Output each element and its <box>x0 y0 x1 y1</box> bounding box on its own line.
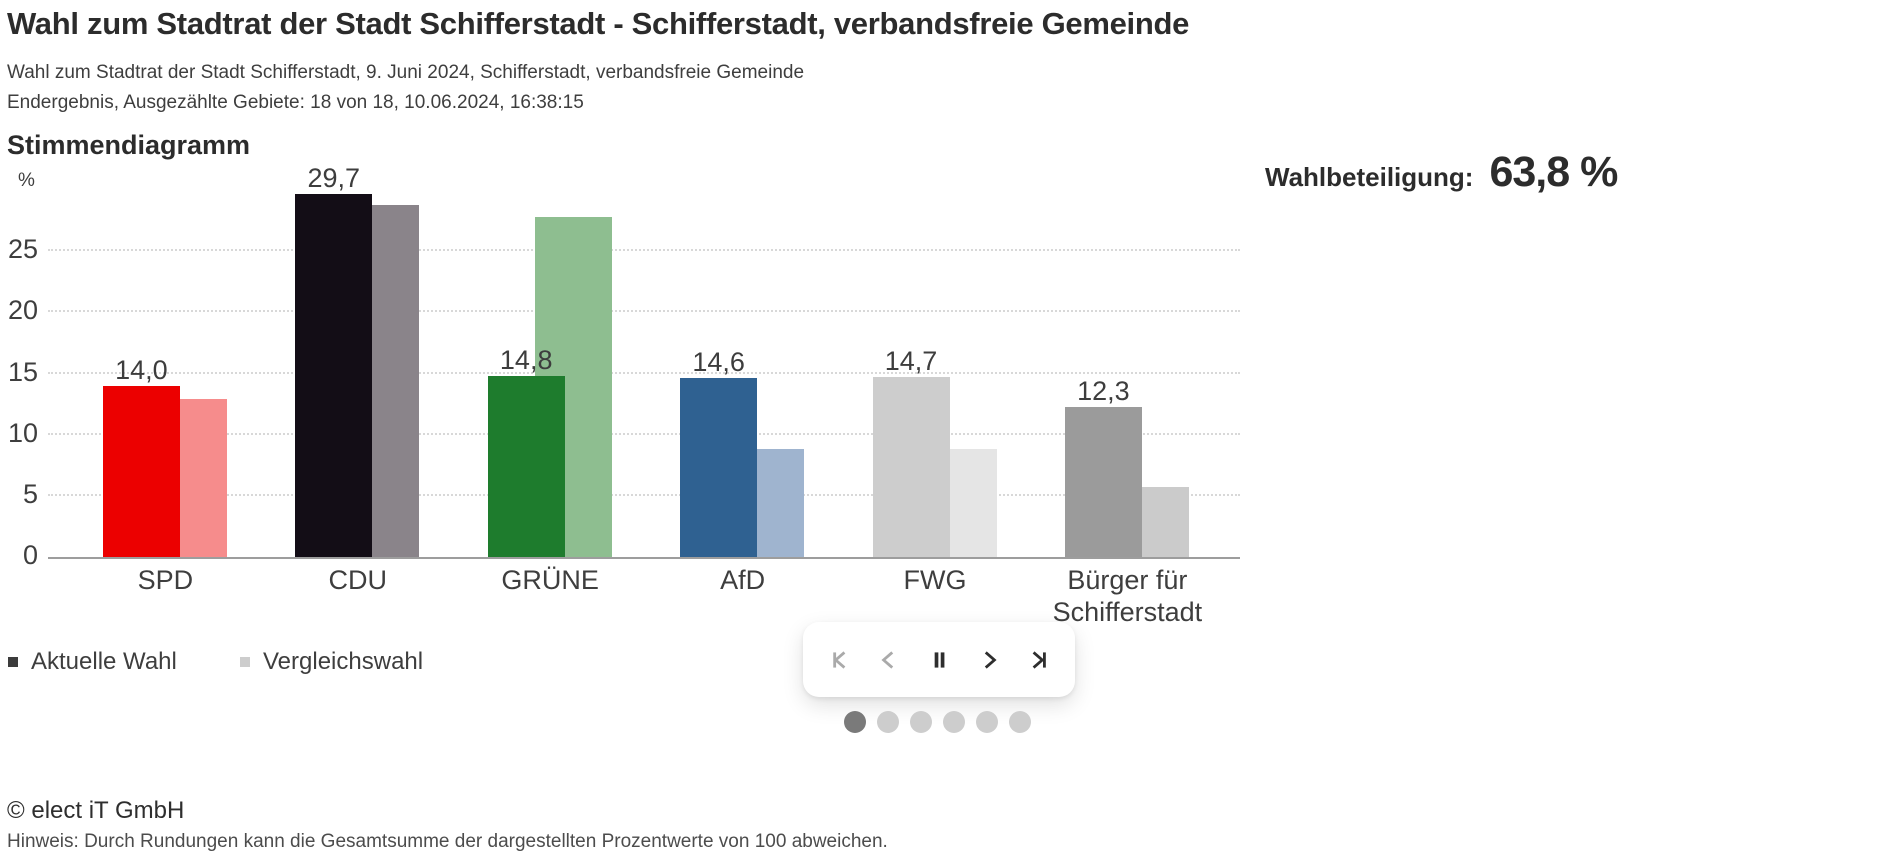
y-axis-tick-label: 25 <box>7 234 38 265</box>
y-axis-tick-label: 5 <box>22 478 38 509</box>
bar-current-burger-fur-schifferstadt[interactable] <box>1064 406 1142 557</box>
y-axis-tick-label: 10 <box>7 417 38 448</box>
bar-current-cdu[interactable] <box>295 193 373 557</box>
carousel-dot-3[interactable] <box>910 711 932 733</box>
gridline <box>48 432 1240 435</box>
page-title: Wahl zum Stadtrat der Stadt Schifferstad… <box>7 6 1190 41</box>
carousel-controls <box>803 622 1075 697</box>
y-axis: 0 5 10 15 20 25 <box>0 190 38 569</box>
gridline <box>48 371 1240 374</box>
value-label-grune: 14,8 <box>499 344 553 375</box>
election-subtitle: Wahl zum Stadtrat der Stadt Schifferstad… <box>7 62 805 83</box>
y-axis-tick-label: 0 <box>22 540 38 570</box>
y-axis-tick-label: 20 <box>7 295 38 326</box>
next-button[interactable] <box>970 641 1008 679</box>
previous-icon <box>881 650 894 669</box>
chart-title: Stimmendiagramm <box>7 130 251 160</box>
carousel-dot-4[interactable] <box>943 711 965 733</box>
gridline <box>48 249 1240 252</box>
value-label-cdu: 29,7 <box>307 162 361 193</box>
legend-item-aktuelle-wahl: Aktuelle Wahl <box>8 648 177 676</box>
count-status-line: Endergebnis, Ausgezählte Gebiete: 18 von… <box>7 92 584 113</box>
carousel-dot-6[interactable] <box>1009 711 1031 733</box>
rounding-note: Hinweis: Durch Rundungen kann die Gesamt… <box>7 831 888 852</box>
carousel-dots <box>844 711 1031 733</box>
legend-item-vergleichswahl: Vergleichswahl <box>240 648 423 676</box>
plot-area: 14,0 SPD 29,7 CDU 14,8 GRÜNE 14,6 AfD 14,7 FWG 12,… <box>48 164 1240 627</box>
last-button[interactable] <box>1020 641 1058 679</box>
next-icon <box>984 650 997 669</box>
first-icon <box>833 650 846 669</box>
y-axis-tick-label: 15 <box>7 356 38 387</box>
legend-label: Vergleichswahl <box>263 648 424 675</box>
turnout-value: 63,8 % <box>1489 148 1618 196</box>
gridline <box>48 310 1240 313</box>
x-axis-label-cdu: CDU <box>328 565 388 595</box>
x-axis-label-afd: AfD <box>720 565 766 595</box>
x-axis-label-fwg: FWG <box>903 565 967 595</box>
legend-swatch-icon <box>240 657 250 667</box>
legend-label: Aktuelle Wahl <box>31 648 177 675</box>
bar-current-fwg[interactable] <box>872 377 950 557</box>
value-label-afd: 14,6 <box>692 347 745 378</box>
carousel-dot-2[interactable] <box>877 711 899 733</box>
legend-swatch-icon <box>8 657 18 667</box>
value-label-fwg: 14,7 <box>884 346 938 377</box>
pause-icon <box>934 651 945 668</box>
first-button[interactable] <box>820 641 858 679</box>
carousel-dot-1-active[interactable] <box>844 711 866 733</box>
turnout-label: Wahlbeteiligung: <box>1265 162 1474 192</box>
turnout-block: Wahlbeteiligung: 63,8 % <box>1265 148 1618 197</box>
votes-bar-chart: 0 5 10 15 20 25 14,0 SPD 29,7 CDU 14,8 GRÜNE 14,6 Af… <box>0 164 1240 627</box>
x-axis-label-spd: SPD <box>137 565 194 595</box>
chart-legend: Aktuelle Wahl Vergleichswahl <box>0 648 520 680</box>
value-label-burger-fur-schifferstadt: 12,3 <box>1077 375 1130 406</box>
y-axis-unit-label: % <box>18 170 35 191</box>
carousel-dot-5[interactable] <box>976 711 998 733</box>
value-label-spd: 14,0 <box>115 354 168 385</box>
x-axis-label-grune: GRÜNE <box>501 565 599 595</box>
pause-button[interactable] <box>920 641 958 679</box>
x-axis-label-burger-fur-schifferstadt: Bürger für Schifferstadt <box>1052 565 1203 627</box>
gridline <box>48 493 1240 496</box>
previous-button[interactable] <box>870 641 908 679</box>
bar-current-afd[interactable] <box>680 378 758 557</box>
copyright: © elect iT GmbH <box>7 797 185 824</box>
bar-current-spd[interactable] <box>102 385 180 557</box>
last-icon <box>1032 650 1046 669</box>
bar-current-grune[interactable] <box>487 375 565 557</box>
